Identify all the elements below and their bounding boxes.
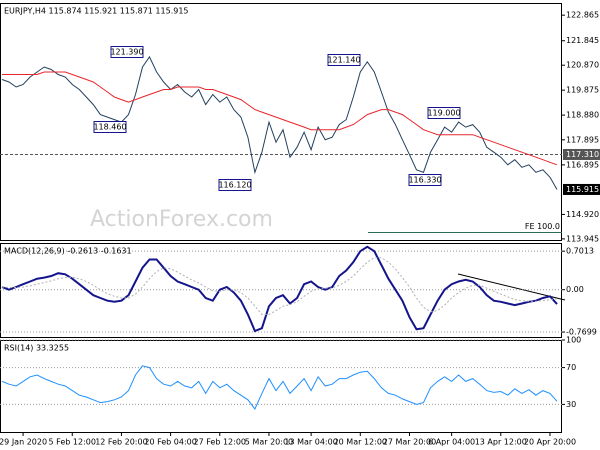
series-line: [1, 365, 558, 410]
level-box: [563, 148, 600, 160]
x-tick-label: 27 Mar 20:00: [383, 438, 436, 447]
y-tick-label: 100: [566, 336, 581, 345]
y-tick-label: 113.945: [566, 234, 599, 243]
series-line: [1, 245, 558, 333]
x-tick-label: 5 Mar 20:00: [245, 438, 293, 447]
annotation-box: [218, 179, 252, 191]
last-price-box: [563, 183, 600, 195]
x-tick-label: 5 Feb 12:00: [49, 438, 96, 447]
annotation-label: 119.000: [427, 109, 460, 118]
series-line: [1, 257, 558, 315]
trend-line: [457, 273, 566, 301]
annotation-label: 116.120: [218, 181, 251, 190]
y-tick-label: 118.880: [566, 111, 599, 120]
y-tick-label: 114.920: [566, 210, 599, 219]
annotation-label: 118.460: [93, 123, 126, 132]
y-tick-label: 70: [566, 363, 576, 372]
panel-frame: [0, 3, 562, 241]
annotation-box: [93, 121, 127, 133]
y-tick-label: 30: [566, 400, 576, 409]
x-tick-label: 12 Feb 20:00: [95, 438, 147, 447]
y-tick-label: 116.895: [566, 160, 599, 169]
panel-title: MACD(12,26,9) -0.2613 -0.1631: [4, 247, 132, 256]
panel-frame: [0, 340, 562, 433]
panel-frame: [0, 243, 562, 338]
panel-title: EURJPY,H4 115.874 115.921 115.871 115.91…: [4, 7, 189, 16]
x-tick-label: 13 Mar 04:00: [284, 438, 337, 447]
panel-title: RSI(14) 33.3255: [4, 344, 69, 353]
annotation-label: 121.140: [327, 56, 360, 65]
y-tick-label: 120.870: [566, 61, 599, 70]
watermark: ActionForex.com: [90, 207, 273, 232]
annotation-box: [327, 54, 361, 66]
annotation-box: [427, 107, 461, 119]
x-tick-label: 20 Feb 04:00: [144, 438, 196, 447]
x-tick-label: 13 Apr 12:00: [475, 438, 527, 447]
x-tick-label: 29 Jan 2020: [0, 438, 47, 447]
y-tick-label: -0.7699: [566, 328, 597, 337]
last-price-label: 115.915: [566, 185, 599, 194]
level-label: 117.310: [566, 150, 599, 159]
y-tick-label: 119.875: [566, 86, 599, 95]
y-tick-label: 0.7013: [566, 247, 594, 256]
fe-label: FE 100.0: [525, 222, 560, 231]
series-line: [1, 55, 558, 190]
x-tick-label: 20 Apr 20:00: [524, 438, 576, 447]
x-tick-label: 27 Feb 12:00: [194, 438, 246, 447]
y-tick-label: 121.845: [566, 36, 599, 45]
x-tick-label: 20 Mar 12:00: [334, 438, 387, 447]
y-tick-label: 117.895: [566, 135, 599, 144]
annotation-label: 116.330: [408, 176, 441, 185]
series-line: [2, 71, 558, 166]
y-tick-label: 0.00: [566, 285, 584, 294]
annotation-box: [110, 46, 144, 58]
annotation-box: [408, 174, 442, 186]
y-tick-label: 122.865: [566, 11, 599, 20]
annotation-label: 121.390: [110, 48, 143, 57]
x-tick-label: 6 Apr 04:00: [428, 438, 475, 447]
